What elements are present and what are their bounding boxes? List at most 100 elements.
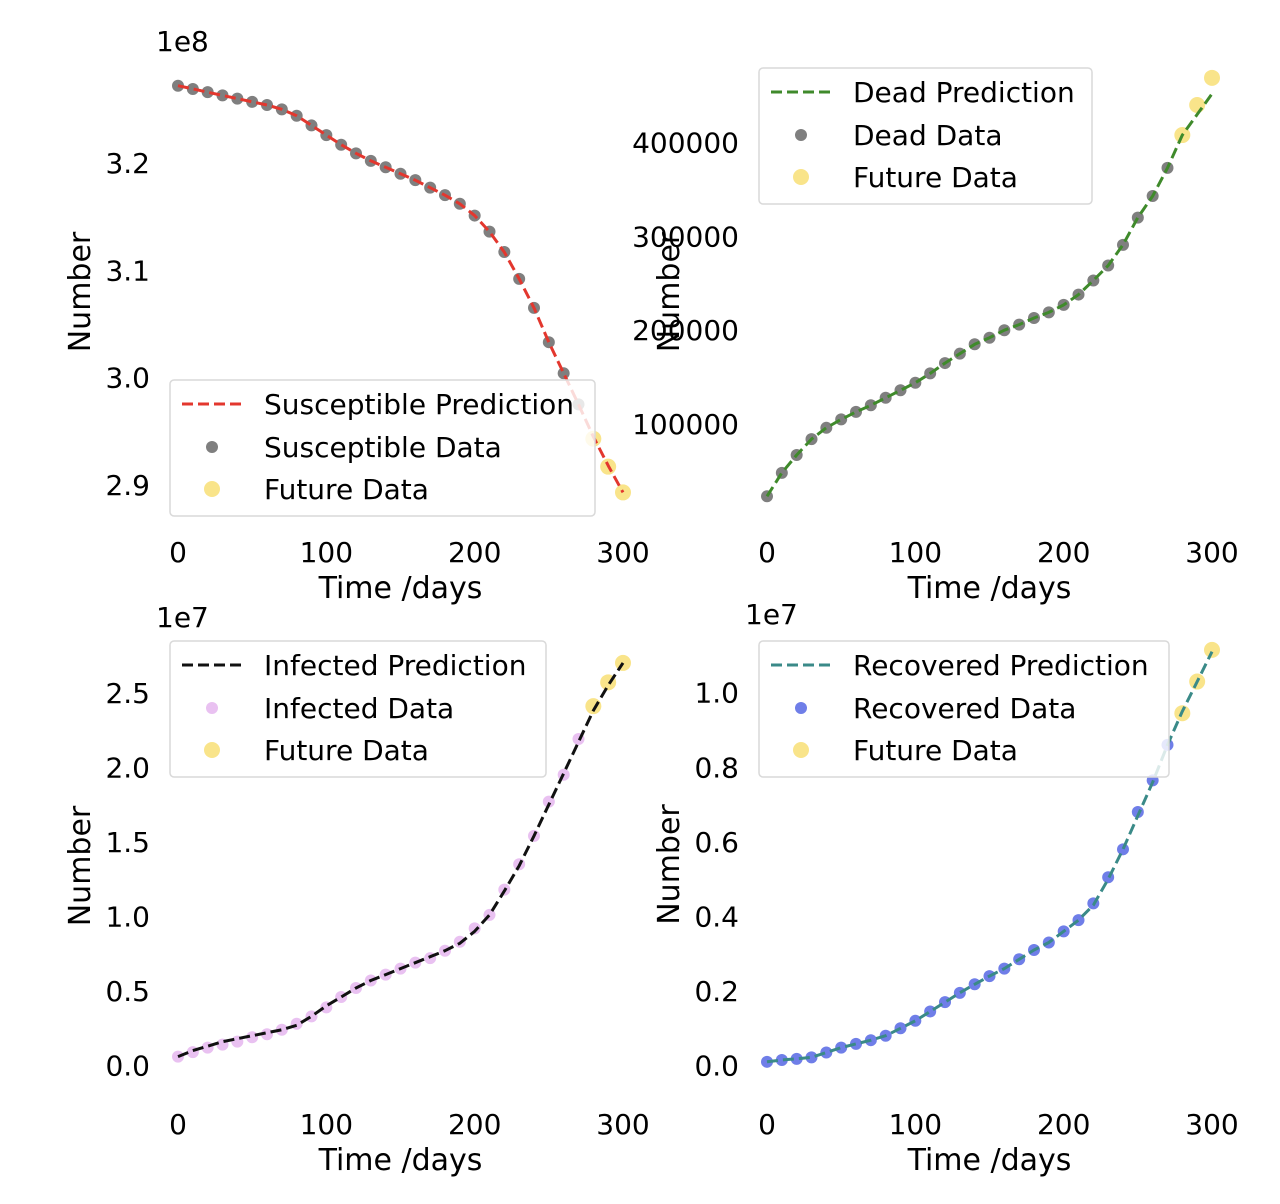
- legend-label: Infected Data: [264, 692, 454, 725]
- y-axis-label: Number: [652, 231, 687, 352]
- prediction-line: [765, 92, 1214, 498]
- data-point: [850, 1037, 862, 1050]
- legend-label: Future Data: [264, 734, 429, 767]
- legend-label: Future Data: [264, 473, 429, 506]
- future-data-point: [1189, 97, 1206, 114]
- legend-label: Future Data: [853, 161, 1018, 194]
- x-tick-label: 300: [1185, 536, 1238, 569]
- x-tick-label: 200: [1037, 536, 1090, 569]
- data-point: [468, 922, 481, 935]
- x-tick-label: 100: [889, 536, 942, 569]
- legend-label: Dead Prediction: [853, 76, 1075, 109]
- data-point: [261, 99, 273, 112]
- legend-label: Infected Prediction: [264, 649, 526, 682]
- axis-offset-label: 1e8: [156, 25, 209, 58]
- x-tick-label: 300: [596, 536, 649, 569]
- y-tick-label: 1.0: [105, 900, 150, 933]
- legend: Infected Prediction Infected Data Future D…: [169, 640, 547, 778]
- data-point: [542, 336, 555, 349]
- data-point: [557, 367, 570, 380]
- prediction-line: [766, 651, 1214, 1064]
- y-tick-label: 0.8: [694, 751, 739, 784]
- x-axis-label: Time /days: [907, 1143, 1072, 1178]
- legend-box: [169, 640, 547, 778]
- y-axis-label: Number: [63, 805, 98, 926]
- chart-panel-bottom-left: 0.0 0.5 1.0 1.5 2.0 2.5 0 100 200 300 Time /days Nu…: [63, 601, 650, 1178]
- future-data-point: [1204, 641, 1220, 658]
- data-point: [542, 795, 555, 808]
- data-point: [790, 1052, 803, 1065]
- x-tick-label: 200: [448, 536, 501, 569]
- legend: Dead Prediction Dead Data Future Data: [758, 67, 1093, 205]
- future-data-point: [585, 698, 602, 715]
- legend-label: Susceptible Data: [264, 431, 502, 464]
- data-point: [1117, 843, 1129, 856]
- x-axis-label: Time /days: [318, 571, 483, 606]
- x-tick-label: 200: [448, 1108, 501, 1141]
- legend-future-swatch: [793, 742, 809, 758]
- legend-data-swatch: [206, 702, 218, 714]
- future-data-point: [615, 484, 631, 501]
- y-tick-label: 300000: [632, 220, 739, 253]
- legend-label: Future Data: [853, 734, 1018, 767]
- axis-offset-label: 1e7: [745, 598, 798, 631]
- legend-label: Recovered Prediction: [853, 649, 1149, 682]
- y-tick-label: 3.1: [105, 254, 150, 287]
- legend-future-swatch: [793, 169, 809, 185]
- legend-label: Recovered Data: [853, 692, 1076, 725]
- x-tick-label: 0: [758, 536, 776, 569]
- y-tick-label: 2.5: [105, 677, 150, 710]
- chart-panel-top-left: 2.9 3.0 3.1 3.2 0 100 200 300 Time /days Number 1e…: [63, 25, 650, 606]
- data-point: [186, 82, 199, 95]
- future-data-point: [1204, 69, 1220, 86]
- x-tick-label: 100: [300, 1108, 353, 1141]
- data-point: [201, 86, 214, 99]
- data-point: [231, 92, 244, 105]
- legend-data-swatch: [795, 129, 807, 141]
- data-point: [835, 1041, 848, 1054]
- x-tick-label: 200: [1037, 1108, 1090, 1141]
- data-point: [246, 95, 259, 108]
- y-tick-label: 0.0: [105, 1050, 150, 1083]
- x-tick-label: 300: [1185, 1108, 1238, 1141]
- chart-panel-bottom-right: 0.0 0.2 0.4 0.6 0.8 1.0 0 100 200 300 Time /days Nu…: [652, 598, 1239, 1178]
- data-point: [894, 384, 907, 397]
- y-tick-label: 0.6: [694, 826, 739, 859]
- y-tick-label: 2.0: [105, 751, 150, 784]
- legend-box: [758, 67, 1093, 205]
- y-axis-label: Number: [63, 231, 98, 352]
- prediction-line: [177, 84, 625, 494]
- prediction-line: [177, 662, 625, 1058]
- y-tick-label: 2.9: [105, 469, 150, 502]
- y-tick-label: 200000: [632, 314, 739, 347]
- y-tick-label: 3.0: [105, 362, 150, 395]
- legend-data-swatch: [795, 702, 807, 714]
- legend-box: [758, 640, 1170, 778]
- y-tick-label: 400000: [632, 127, 739, 160]
- legend: Recovered Prediction Recovered Data Future…: [758, 640, 1170, 778]
- data-point: [261, 1028, 273, 1041]
- x-tick-label: 0: [758, 1108, 776, 1141]
- legend-data-swatch: [206, 441, 218, 453]
- x-tick-label: 0: [169, 536, 187, 569]
- legend-future-swatch: [204, 742, 220, 758]
- y-tick-label: 0.5: [105, 975, 150, 1008]
- axis-offset-label: 1e7: [156, 601, 209, 634]
- x-tick-label: 100: [300, 536, 353, 569]
- y-tick-label: 100000: [632, 408, 739, 441]
- chart-panel-top-right: 100000 200000 300000 400000 0 100 200 300 Time /…: [632, 67, 1239, 606]
- y-tick-label: 0.0: [694, 1050, 739, 1083]
- data-point: [820, 1046, 833, 1059]
- data-point: [775, 1053, 788, 1066]
- data-point: [761, 1055, 773, 1068]
- data-point: [879, 391, 892, 404]
- data-point: [864, 399, 877, 412]
- legend-label: Dead Data: [853, 119, 1002, 152]
- x-axis-label: Time /days: [907, 571, 1072, 606]
- y-tick-label: 3.2: [105, 147, 150, 180]
- legend-box: [169, 379, 596, 517]
- x-tick-label: 0: [169, 1108, 187, 1141]
- y-tick-label: 1.0: [694, 677, 739, 710]
